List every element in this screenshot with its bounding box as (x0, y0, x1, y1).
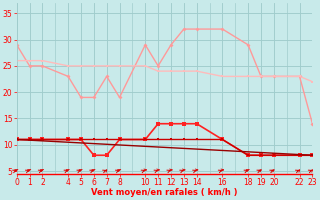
X-axis label: Vent moyen/en rafales ( km/h ): Vent moyen/en rafales ( km/h ) (91, 188, 238, 197)
